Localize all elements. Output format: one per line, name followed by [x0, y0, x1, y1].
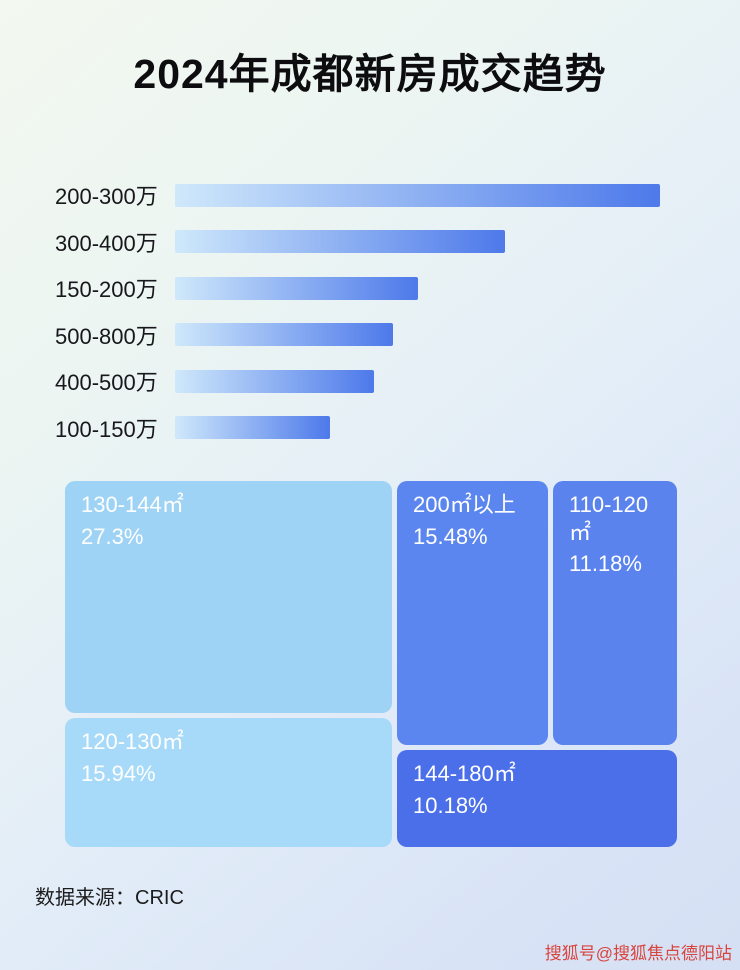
treemap-block-144-180: 144-180㎡ 10.18%	[397, 750, 677, 847]
bar-category-label: 400-500万	[55, 370, 158, 396]
treemap-block-label: 120-130㎡	[81, 729, 184, 754]
treemap-block-110-120: 110-120㎡ 11.18%	[553, 481, 677, 745]
treemap-block-130-144: 130-144㎡ 27.3%	[65, 481, 392, 713]
bar-track	[175, 416, 660, 440]
bar-chart: 200-300万 300-400万 150-200万 500-800万 400-500万…	[0, 172, 740, 451]
bar-row: 300-400万	[55, 219, 660, 266]
treemap-block-label: 110-120㎡	[569, 492, 649, 545]
bar-row: 150-200万	[55, 265, 660, 312]
treemap-chart: 130-144㎡ 27.3% 120-130㎡ 15.94% 200㎡以上 15…	[65, 481, 677, 847]
page-title: 2024年成都新房成交趋势	[133, 51, 607, 97]
bar-track	[175, 369, 660, 393]
bar-row: 500-800万	[55, 312, 660, 359]
treemap-block-120-130: 120-130㎡ 15.94%	[65, 718, 392, 847]
bar	[175, 183, 660, 207]
bar-row: 100-150万	[55, 405, 660, 452]
bar-track	[175, 276, 660, 300]
bar-row: 400-500万	[55, 358, 660, 405]
bar	[175, 323, 394, 347]
bar-category-label: 300-400万	[55, 230, 158, 256]
bar-category-label: 150-200万	[55, 277, 158, 303]
watermark: 搜狐号@搜狐焦点德阳站	[544, 944, 732, 963]
treemap-block-200-plus: 200㎡以上 15.48%	[397, 481, 548, 745]
treemap-block-value: 15.48%	[413, 523, 488, 549]
bar-category-label: 500-800万	[55, 323, 158, 349]
data-source-label: 数据来源：CRIC	[35, 887, 184, 909]
treemap-block-value: 10.18%	[413, 792, 488, 818]
bar	[175, 276, 418, 300]
treemap-block-label: 130-144㎡	[81, 492, 184, 517]
bar-track	[175, 183, 660, 207]
treemap-block-value: 15.94%	[81, 760, 156, 786]
bar	[175, 369, 374, 393]
treemap-block-value: 11.18%	[569, 551, 642, 576]
bar-track	[175, 230, 660, 254]
treemap-block-value: 27.3%	[81, 523, 144, 549]
bar-category-label: 100-150万	[55, 416, 158, 442]
bar-row: 200-300万	[55, 172, 660, 219]
bar-track	[175, 323, 660, 347]
treemap-block-label: 144-180㎡	[413, 761, 516, 786]
bar	[175, 230, 505, 254]
bar-category-label: 200-300万	[55, 184, 158, 210]
treemap-block-label: 200㎡以上	[413, 492, 516, 517]
bar	[175, 416, 331, 440]
